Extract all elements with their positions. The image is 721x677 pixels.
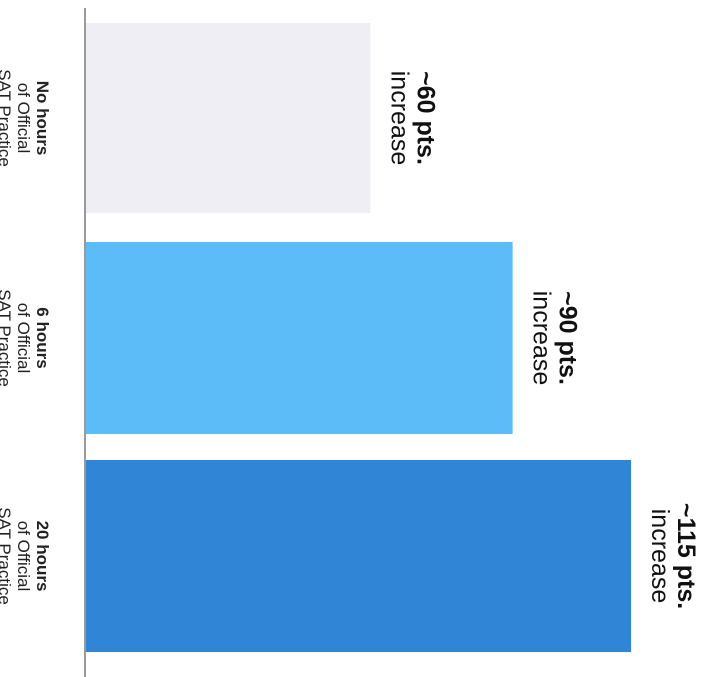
bar-1	[86, 23, 371, 213]
data-label-suffix: increase	[385, 71, 413, 166]
data-label-value: ~60 pts.	[411, 71, 439, 165]
category-label-line: 6 hours	[33, 307, 52, 368]
category-label-line: of Official	[14, 83, 33, 154]
category-label-line: SAT Practice	[0, 69, 14, 167]
data-label-value: ~90 pts.	[554, 291, 582, 385]
data-label-1: ~60 pts.increase	[385, 71, 439, 166]
bar-2	[86, 242, 513, 434]
data-label-suffix: increase	[646, 509, 674, 604]
bar-3	[86, 460, 632, 652]
data-label-2: ~90 pts.increase	[528, 291, 582, 386]
bars-group	[86, 23, 632, 652]
category-label-line: of Official	[14, 303, 33, 374]
data-label-3: ~115 pts.increase	[646, 503, 700, 609]
category-label-line: No hours	[33, 81, 52, 156]
category-label-line: 20 hours	[33, 521, 52, 592]
category-label-line: of Official	[14, 521, 33, 592]
category-label-line: SAT Practice	[0, 289, 14, 387]
category-label-line: SAT Practice	[0, 507, 14, 605]
data-label-value: ~115 pts.	[672, 503, 700, 609]
data-label-suffix: increase	[528, 291, 556, 386]
